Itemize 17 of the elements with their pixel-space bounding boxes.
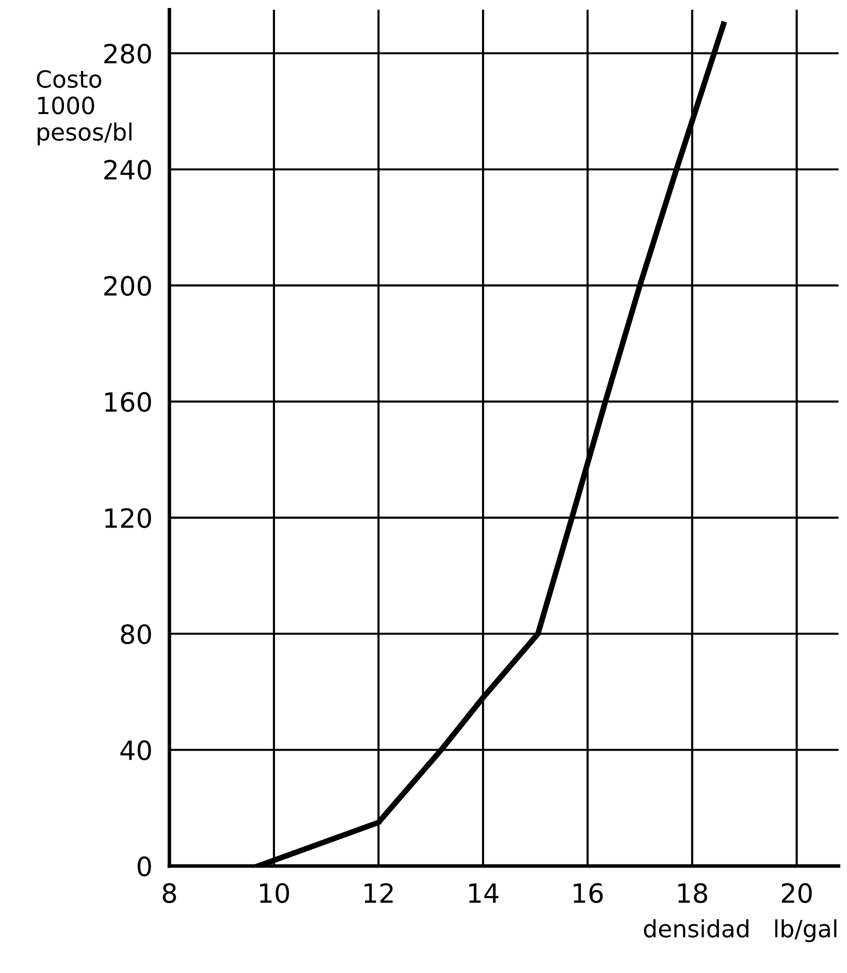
y-tick-label: 40 [120,740,151,760]
y-tick-label: 200 [104,276,151,296]
y-axis-title: Costo 1000 pesos/bl [36,70,132,146]
x-tick-label: 20 [782,883,812,904]
x-tick-label: 16 [574,883,603,904]
x-tick-label: 12 [364,883,393,903]
x-tick-label: 18 [678,883,708,904]
y-tick-label: 240 [104,160,151,180]
x-axis-title: densidad lb/gal [644,919,836,942]
y-tick-label: 280 [104,44,151,64]
x-tick-label: 10 [260,883,289,904]
y-tick-label: 160 [105,392,151,412]
x-tick-label: 8 [162,883,176,904]
y-tick-label: 80 [120,624,151,644]
x-tick-label: 14 [469,883,498,903]
y-tick-label: 0 [138,856,151,876]
y-tick-label: 120 [105,508,151,528]
